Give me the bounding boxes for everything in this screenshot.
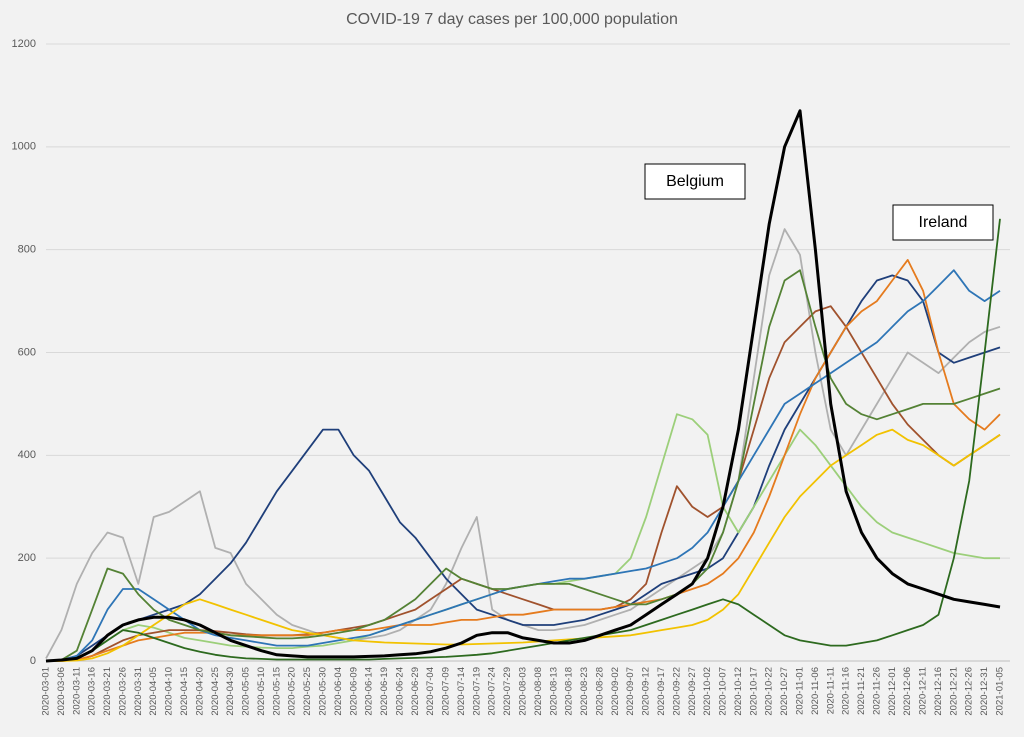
annotation: Ireland: [919, 214, 968, 231]
x-tick-label: 2020-05-10: [256, 667, 267, 716]
annotation-box: [892, 204, 994, 241]
x-tick-label: 2020-07-19: [471, 667, 482, 716]
x-tick-label: 2020-07-09: [441, 667, 452, 716]
x-tick-label: 2020-12-01: [887, 667, 898, 716]
x-tick-label: 2020-09-27: [687, 667, 698, 716]
x-tick-label: 2020-05-25: [302, 667, 313, 716]
x-tick-label: 2020-05-20: [287, 667, 298, 716]
x-tick-label: 2020-12-06: [902, 667, 913, 716]
x-tick-label: 2020-09-02: [610, 667, 621, 716]
x-tick-label: 2020-09-12: [641, 667, 652, 716]
x-tick-label: 2020-03-16: [87, 667, 98, 716]
x-tick-label: 2020-06-24: [394, 667, 405, 716]
x-tick-label: 2020-11-26: [871, 667, 882, 715]
x-tick-label: 2020-08-23: [579, 667, 590, 716]
x-tick-label: 2020-07-04: [425, 667, 436, 716]
x-tick-label: 2020-10-07: [718, 667, 729, 716]
x-tick-label: 2020-10-22: [764, 667, 775, 716]
x-tick-label: 2020-06-04: [333, 667, 344, 716]
x-tick-label: 2020-07-24: [487, 667, 498, 716]
y-tick-label: 400: [18, 449, 36, 461]
x-tick-label: 2020-03-31: [133, 667, 144, 716]
x-tick-label: 2020-08-28: [594, 667, 605, 716]
x-tick-label: 2020-03-01: [41, 667, 52, 716]
x-tick-label: 2020-03-06: [56, 667, 67, 716]
series-line: [45, 109, 1001, 663]
x-tick-label: 2020-05-05: [241, 667, 252, 716]
x-tick-label: 2020-04-10: [164, 667, 175, 716]
x-tick-label: 2020-04-05: [148, 667, 159, 716]
y-tick-label: 1200: [12, 38, 36, 50]
x-tick-label: 2020-12-26: [964, 667, 975, 716]
x-tick-label: 2020-05-15: [271, 667, 282, 716]
x-tick-label: 2020-11-21: [856, 667, 867, 715]
x-tick-label: 2020-10-17: [748, 667, 759, 716]
x-tick-label: 2020-09-07: [625, 667, 636, 716]
x-tick-label: 2020-06-14: [364, 667, 375, 716]
y-tick-label: 800: [18, 244, 36, 256]
x-tick-label: 2020-03-21: [102, 667, 113, 716]
x-tick-label: 2020-10-12: [733, 667, 744, 716]
x-tick-label: 2020-07-29: [502, 667, 513, 716]
x-tick-label: 2020-11-01: [794, 667, 805, 715]
x-tick-label: 2020-08-03: [518, 667, 529, 716]
x-tick-label: 2020-11-06: [810, 667, 821, 715]
x-tick-label: 2020-12-11: [918, 667, 929, 715]
x-tick-label: 2020-04-25: [210, 667, 221, 716]
x-tick-label: 2020-03-26: [117, 667, 128, 716]
x-tick-label: 2020-06-09: [348, 667, 359, 716]
x-tick-label: 2020-06-29: [410, 667, 421, 716]
x-tick-label: 2021-01-05: [995, 667, 1006, 716]
x-tick-label: 2020-10-02: [702, 667, 713, 716]
x-tick-label: 2020-04-20: [194, 667, 205, 716]
x-tick-label: 2020-09-22: [671, 667, 682, 716]
x-tick-label: 2020-12-21: [948, 667, 959, 716]
series-line: [45, 269, 1001, 662]
x-tick-label: 2020-08-18: [564, 667, 575, 716]
x-tick-label: 2020-07-14: [456, 667, 467, 716]
chart-title: COVID-19 7 day cases per 100,000 populat…: [346, 11, 678, 28]
x-tick-label: 2020-11-11: [825, 667, 836, 714]
y-tick-label: 1000: [12, 141, 36, 153]
y-tick-label: 600: [18, 346, 36, 358]
x-tick-label: 2020-05-30: [317, 667, 328, 716]
x-tick-label: 2020-09-17: [656, 667, 667, 716]
x-tick-label: 2020-04-15: [179, 667, 190, 716]
x-tick-label: 2020-10-27: [779, 667, 790, 716]
x-tick-label: 2020-08-13: [548, 667, 559, 716]
annotation: Belgium: [666, 173, 724, 190]
x-tick-label: 2020-11-16: [841, 667, 852, 715]
y-tick-label: 200: [18, 552, 36, 564]
x-tick-label: 2020-04-30: [225, 667, 236, 716]
x-tick-label: 2020-12-16: [933, 667, 944, 716]
annotation-box: [644, 163, 746, 200]
series-line: [45, 218, 1001, 662]
y-tick-label: 0: [30, 655, 36, 667]
x-tick-label: 2020-08-08: [533, 667, 544, 716]
x-tick-label: 2020-03-11: [71, 667, 82, 715]
x-tick-label: 2020-12-31: [979, 667, 990, 716]
x-tick-label: 2020-06-19: [379, 667, 390, 716]
